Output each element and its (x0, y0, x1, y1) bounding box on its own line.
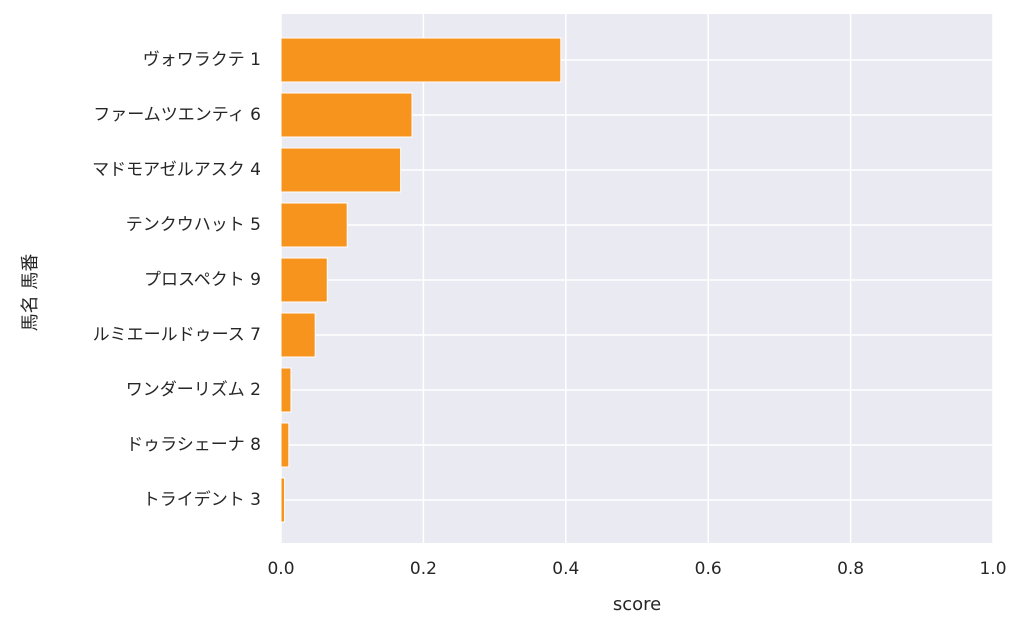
y-tick-label: トライデント 3 (143, 489, 261, 510)
x-tick-label: 0.0 (267, 559, 294, 579)
y-tick-label: テンクウハット 5 (126, 215, 261, 235)
bar (280, 257, 328, 303)
x-tick-label: 0.4 (552, 559, 579, 579)
x-tick-label: 0.8 (837, 559, 864, 579)
bar (280, 202, 348, 248)
bar (280, 92, 413, 138)
y-axis-label: 馬名 馬番 (20, 254, 41, 332)
bar (280, 147, 402, 193)
y-tick-label: ヴォワラクテ 1 (143, 50, 261, 70)
bars (280, 37, 562, 523)
bar (280, 37, 562, 83)
x-axis-label: score (613, 594, 661, 615)
x-tick-labels: 0.0 0.2 0.4 0.6 0.8 1.0 (267, 559, 1006, 579)
y-tick-label: マドモアゼルアスク 4 (92, 160, 261, 180)
y-tick-label: ファームツエンティ 6 (93, 105, 261, 125)
bar (280, 422, 290, 468)
y-tick-label: プロスペクト 9 (144, 270, 261, 290)
x-tick-label: 0.6 (695, 559, 722, 579)
bar (280, 312, 316, 358)
y-tick-label: ワンダーリズム 2 (126, 380, 261, 400)
y-tick-label: ルミエールドゥース 7 (93, 325, 261, 345)
y-tick-labels: ヴォワラクテ 1 ファームツエンティ 6 マドモアゼルアスク 4 テンクウハット 5 プ… (92, 50, 261, 510)
x-tick-label: 1.0 (979, 559, 1006, 579)
bar (280, 477, 286, 523)
y-tick-label: ドゥラシェーナ 8 (126, 435, 261, 455)
bar (280, 367, 292, 413)
x-tick-label: 0.2 (410, 559, 437, 579)
